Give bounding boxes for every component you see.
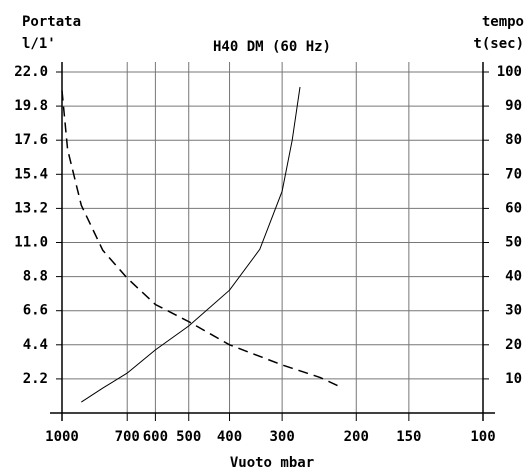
series-line: [81, 86, 301, 403]
y2-tick-label: 90: [505, 98, 522, 114]
y2-axis-title: tempo: [482, 14, 524, 30]
y2-tick-label: 70: [505, 166, 522, 182]
y-tick-label: 15.4: [14, 166, 48, 182]
y2-tick-label: 10: [505, 371, 522, 387]
x-tick-label: 150: [396, 429, 421, 445]
x-tick-label: 400: [217, 429, 242, 445]
x-tick-label: 1000: [45, 429, 79, 445]
y-tick-label: 22.0: [14, 64, 48, 80]
y2-tick-label: 50: [505, 235, 522, 251]
x-axis-title: Vuoto mbar: [230, 455, 314, 471]
y-tick-label: 6.6: [23, 303, 48, 319]
y2-tick-label: 60: [505, 200, 522, 216]
series-line: [61, 90, 341, 388]
x-tick-label: 500: [176, 429, 201, 445]
x-tick-label: 200: [344, 429, 369, 445]
y2-tick-label: 80: [505, 132, 522, 148]
y-tick-label: 4.4: [23, 337, 48, 353]
chart-title: H40 DM (60 Hz): [213, 39, 331, 55]
y2-tick-label: 40: [505, 269, 522, 285]
y-tick-label: 8.8: [23, 269, 48, 285]
y2-tick-label: 30: [505, 303, 522, 319]
x-tick-label: 600: [143, 429, 168, 445]
x-tick-label: 100: [470, 429, 495, 445]
y2-axis-unit: t(sec): [473, 36, 524, 52]
x-tick-label: 700: [115, 429, 140, 445]
y2-tick-label: 100: [497, 64, 522, 80]
y-tick-label: 19.8: [14, 98, 48, 114]
y-tick-label: 2.2: [23, 371, 48, 387]
x-tick-label: 300: [269, 429, 294, 445]
y-tick-label: 13.2: [14, 200, 48, 216]
y-tick-label: 11.0: [14, 235, 48, 251]
y-axis-unit: l/1': [22, 36, 56, 52]
y2-tick-label: 20: [505, 337, 522, 353]
y-tick-label: 17.6: [14, 132, 48, 148]
y-axis-title: Portata: [22, 14, 81, 30]
